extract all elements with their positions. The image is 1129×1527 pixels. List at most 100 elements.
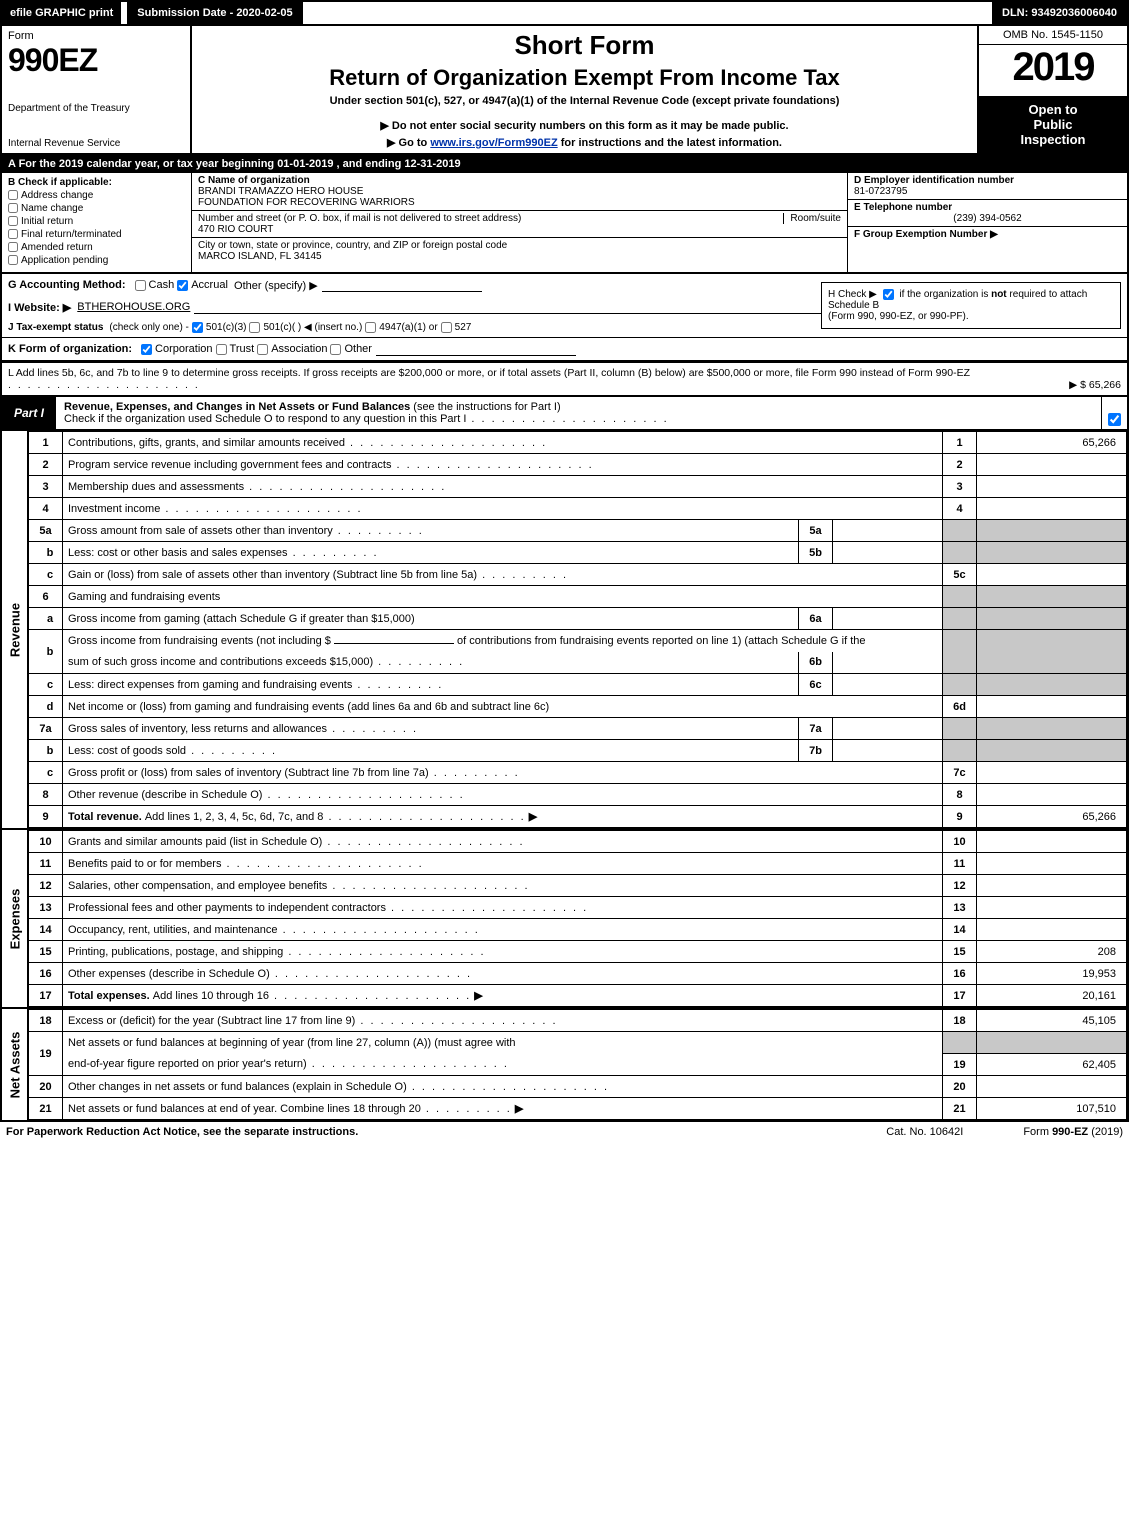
header-left: Form 990EZ Department of the Treasury In… [2,26,192,153]
h-text1: H Check ▶ [828,289,880,300]
d-hdr: D Employer identification number [854,175,1014,186]
irs-label: Internal Revenue Service [8,138,184,149]
efile-print-label[interactable]: efile GRAPHIC print [2,2,121,24]
chk-final-return-box[interactable] [8,229,18,239]
d-row: D Employer identification number 81-0723… [848,173,1127,200]
line-6d: d Net income or (loss) from gaming and f… [29,696,1127,718]
cat-no: Cat. No. 10642I [886,1126,963,1138]
ln1-v: 65,266 [977,432,1127,454]
e-row: E Telephone number (239) 394-0562 [848,200,1127,227]
k-row: K Form of organization: Corporation Trus… [2,337,1127,361]
chk-4947[interactable] [365,322,376,333]
line-3: 3 Membership dues and assessments 3 [29,476,1127,498]
accrual-label: Accrual [191,279,228,291]
revenue-lines: 1 Contributions, gifts, grants, and simi… [28,431,1127,828]
part-i-dots [466,413,668,425]
netassets-side-label: Net Assets [2,1009,28,1120]
chk-trust[interactable] [216,344,227,355]
6b-amount-line[interactable] [334,643,454,644]
chk-application-pending[interactable]: Application pending [8,255,185,266]
chk-h[interactable] [883,289,894,300]
chk-name-change-box[interactable] [8,203,18,213]
line-9: 9 Total revenue. Add lines 1, 2, 3, 4, 5… [29,806,1127,828]
line-15: 15 Printing, publications, postage, and … [29,941,1127,963]
line-7b: b Less: cost of goods sold 7b [29,740,1127,762]
j-527: 527 [455,322,472,333]
chk-other-org[interactable] [330,344,341,355]
header-right: OMB No. 1545-1150 2019 Open to Public In… [977,26,1127,153]
other-specify-line[interactable] [322,278,482,292]
line-13: 13 Professional fees and other payments … [29,897,1127,919]
period-bar: A For the 2019 calendar year, or tax yea… [0,155,1129,173]
chk-amended-return[interactable]: Amended return [8,242,185,253]
paperwork-notice: For Paperwork Reduction Act Notice, see … [6,1126,358,1138]
chk-schedule-o[interactable] [1108,413,1121,426]
chk-501c3[interactable] [192,322,203,333]
inspect-1: Open to [983,102,1123,117]
chk-cash[interactable] [135,280,146,291]
entity-block: B Check if applicable: Address change Na… [0,173,1129,274]
line-14: 14 Occupancy, rent, utilities, and maint… [29,919,1127,941]
h-box: H Check ▶ if the organization is not req… [821,282,1121,329]
i-label: I Website: ▶ [8,301,71,314]
goto-link[interactable]: www.irs.gov/Form990EZ [430,137,557,149]
expenses-section: Expenses 10 Grants and similar amounts p… [0,830,1129,1009]
tax-year: 2019 [979,45,1127,90]
h-text4: (Form 990, 990-EZ, or 990-PF). [828,311,969,322]
goto-pre: ▶ Go to [387,137,430,149]
f-hdr: F Group Exemption Number ▶ [854,229,998,240]
netassets-vtext: Net Assets [7,1031,22,1098]
chk-address-change[interactable]: Address change [8,190,185,201]
netassets-section: Net Assets 18 Excess or (deficit) for th… [0,1009,1129,1122]
page-footer: For Paperwork Reduction Act Notice, see … [0,1122,1129,1142]
j-small: (check only one) - [109,322,188,333]
revenue-side-label: Revenue [2,431,28,828]
part-i-title: Revenue, Expenses, and Changes in Net As… [56,397,1101,429]
expenses-table: 10 Grants and similar amounts paid (list… [28,830,1127,1007]
g-label: G Accounting Method: [8,279,126,291]
part-i-check-o: Check if the organization used Schedule … [64,413,466,425]
chk-amended-return-box[interactable] [8,242,18,252]
line-2: 2 Program service revenue including gove… [29,454,1127,476]
l-amount: ▶ $ 65,266 [1069,379,1121,391]
chk-accrual[interactable] [177,280,188,291]
chk-501c[interactable] [249,322,260,333]
goto-post: for instructions and the latest informat… [558,137,782,149]
chk-corp[interactable] [141,344,152,355]
inspect-2: Public [983,117,1123,132]
part-i-tab: Part I [2,397,56,429]
chk-application-pending-box[interactable] [8,255,18,265]
chk-name-change[interactable]: Name change [8,203,185,214]
expenses-vtext: Expenses [7,888,22,949]
l-row: L Add lines 5b, 6c, and 7b to line 9 to … [0,363,1129,397]
chk-initial-return[interactable]: Initial return [8,216,185,227]
chk-address-change-box[interactable] [8,190,18,200]
website-value[interactable]: BTHEROHOUSE.ORG [77,301,190,313]
l-dots [8,379,200,391]
c-addr-row: Number and street (or P. O. box, if mail… [192,211,847,238]
phone: (239) 394-0562 [854,213,1121,224]
k-other-line[interactable] [376,342,576,356]
return-title: Return of Organization Exempt From Incom… [200,65,969,91]
chk-final-return[interactable]: Final return/terminated [8,229,185,240]
h-not: not [991,289,1007,300]
top-bar: efile GRAPHIC print Submission Date - 20… [0,0,1129,26]
line-6b-1: b Gross income from fundraising events (… [29,630,1127,652]
goto-line: ▶ Go to www.irs.gov/Form990EZ for instru… [200,136,969,149]
cash-label: Cash [149,279,175,291]
org-name-2: FOUNDATION FOR RECOVERING WARRIORS [198,197,841,208]
line-1: 1 Contributions, gifts, grants, and simi… [29,432,1127,454]
j-c3: 501(c)(3) [206,322,247,333]
k-corp: Corporation [155,343,212,355]
chk-initial-return-box[interactable] [8,216,18,226]
j-c: 501(c)( ) ◀ (insert no.) [263,322,362,333]
line-19a: 19 Net assets or fund balances at beginn… [29,1032,1127,1054]
short-form-title: Short Form [200,30,969,61]
open-public-inspection: Open to Public Inspection [979,96,1127,153]
chk-527[interactable] [441,322,452,333]
form-code: 990EZ [8,42,184,79]
chk-assoc[interactable] [257,344,268,355]
l-text: L Add lines 5b, 6c, and 7b to line 9 to … [8,367,970,379]
form-ref-pre: Form [1023,1126,1052,1138]
ghijk-block: G Accounting Method: Cash Accrual Other … [0,274,1129,363]
